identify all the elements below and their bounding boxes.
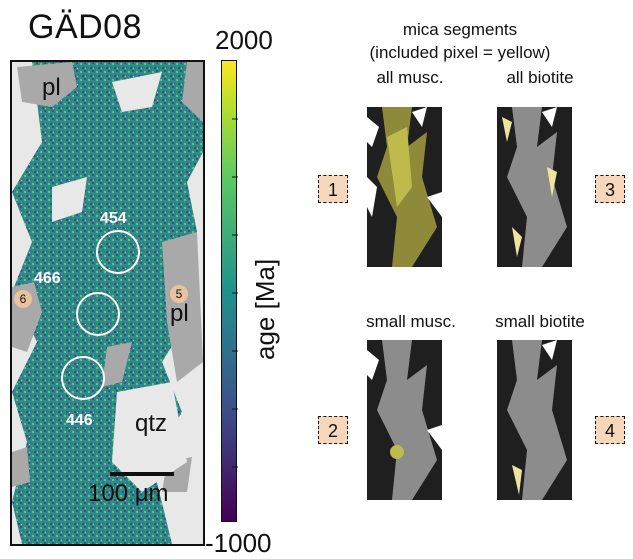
qtz-label: qtz — [135, 410, 168, 437]
panel-small-biotite — [497, 340, 572, 500]
panel-all-biotite-image — [502, 107, 567, 267]
panel-all-biotite — [497, 107, 572, 267]
marker-box-2: 2 — [318, 416, 348, 444]
mica-header-line2: (included pixel = yellow) — [369, 43, 551, 62]
colorbar-ticks — [232, 118, 238, 468]
panel-small-biotite-image — [507, 340, 567, 500]
colorbar-axis-label: age [Ma] — [250, 258, 280, 360]
panel-title-small-musc: small musc. — [366, 312, 456, 331]
colorbar-min: -1000 — [205, 528, 272, 558]
panel-small-musc-image — [367, 340, 442, 500]
age-map — [10, 60, 205, 546]
scalebar-label: 100 μm — [88, 480, 169, 507]
panel-small-musc — [367, 340, 442, 500]
colorbar — [221, 60, 238, 522]
colorbar-max: 2000 — [215, 25, 273, 55]
panel-title-all-musc: all musc. — [376, 68, 444, 87]
marker-box-4: 4 — [595, 416, 625, 444]
age-label-466: 466 — [34, 270, 61, 287]
badge-5: 5 — [170, 285, 188, 303]
panel-all-musc — [367, 107, 442, 267]
pl-label-top: pl — [42, 74, 61, 101]
mica-header-line1: mica segments — [402, 20, 518, 39]
age-label-454: 454 — [100, 210, 127, 227]
badge-6: 6 — [14, 290, 32, 308]
panel-title-small-biotite: small biotite — [495, 312, 585, 331]
marker-box-3: 3 — [595, 175, 625, 203]
marker-box-1: 1 — [318, 175, 348, 203]
pl-label-right: pl — [170, 300, 189, 327]
age-map-image — [12, 62, 203, 544]
sample-title: GÄD08 — [28, 8, 142, 46]
panel-title-all-biotite: all biotite — [506, 68, 574, 87]
panel-all-musc-image — [367, 107, 442, 267]
age-label-446: 446 — [66, 412, 93, 429]
